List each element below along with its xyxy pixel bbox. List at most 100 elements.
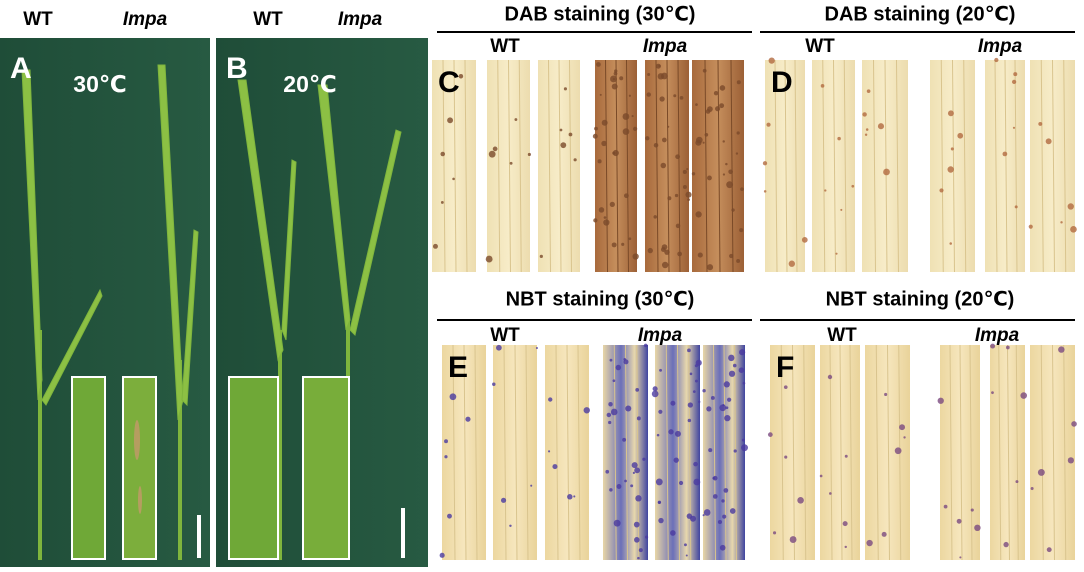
leaf-vein [723, 344, 727, 561]
stain-spot [603, 216, 607, 219]
stain-spot [844, 454, 848, 458]
stain-spot [1003, 541, 1009, 548]
leaf-vein [1040, 344, 1044, 561]
stain-spot [721, 499, 725, 503]
stain-spot [741, 438, 745, 442]
stain-spot [703, 509, 711, 516]
stain-spot [609, 488, 613, 492]
stain-spot [715, 106, 721, 112]
panel-title: DAB staining (30℃) [505, 3, 696, 25]
stain-spot [527, 152, 531, 157]
stain-spot [613, 519, 621, 527]
genotype-label: WT [827, 325, 857, 346]
stain-spot [1030, 487, 1034, 491]
stain-spot [725, 406, 729, 410]
stain-spot [630, 484, 634, 488]
stain-spot [1038, 121, 1043, 126]
panel-title: NBT staining (20℃) [826, 288, 1015, 310]
stain-spot [994, 57, 999, 63]
leaf-vein [626, 59, 629, 273]
stain-spot [658, 517, 664, 524]
leaf-vein [464, 59, 468, 273]
stain-spot [702, 68, 707, 73]
stain-spot [612, 151, 616, 155]
stain-spot [696, 136, 703, 144]
stain-spot [675, 154, 681, 160]
stain-spot [695, 359, 702, 366]
leaf-group [432, 57, 1077, 561]
stain-spot [610, 75, 618, 83]
stain-spot [736, 80, 741, 85]
genotype-label: WT [23, 9, 53, 30]
stain-spot [667, 196, 672, 201]
stain-spot [762, 161, 768, 166]
stain-spot [608, 420, 612, 425]
stain-spot [705, 109, 711, 114]
lesion [134, 420, 142, 514]
stain-spot [990, 343, 996, 349]
stain-spot [440, 151, 446, 157]
stain-spot [613, 71, 618, 76]
stain-spot [739, 349, 746, 356]
stain-spot [622, 113, 630, 120]
stain-spot [842, 521, 848, 527]
leaf-vein [463, 344, 467, 561]
stain-spot [605, 469, 610, 474]
stain-spot [660, 72, 668, 80]
stain-spot [866, 539, 873, 547]
stain-spot [653, 215, 658, 219]
stain-spot [635, 388, 640, 392]
genotype-label: Impa [123, 9, 168, 30]
leaf-vein [1040, 59, 1044, 273]
stain-spot [837, 136, 841, 141]
stain-spot [452, 177, 455, 181]
stain-spot [632, 253, 639, 260]
leaf-vein [843, 59, 847, 273]
stain-spot [693, 478, 701, 486]
stain-spot [687, 418, 692, 423]
stain-spot [742, 381, 746, 385]
stain-spot [615, 364, 622, 371]
leaf-vein [963, 59, 967, 273]
stain-spot [634, 467, 641, 474]
stain-spot [712, 476, 716, 480]
stain-spot [738, 367, 745, 373]
leaf-vein [873, 59, 876, 273]
stain-spot [706, 264, 714, 271]
leaf-vein [566, 344, 570, 561]
stain-spot [735, 152, 739, 155]
leaf-vein [497, 59, 501, 273]
leaf-vein [780, 344, 784, 561]
stain-spot [719, 103, 725, 109]
stain-spot [686, 513, 693, 519]
stain-spot [702, 141, 705, 144]
stain-spot [763, 190, 767, 193]
stain-spot [937, 397, 944, 404]
stain-spot [702, 514, 705, 517]
stain-spot [727, 397, 732, 402]
stain-spot [670, 530, 676, 536]
stain-spot [726, 181, 734, 189]
stain-spot [719, 404, 727, 412]
stain-spot [903, 436, 906, 439]
stain-spot [660, 247, 666, 252]
stain-spot [687, 348, 691, 353]
stain-spot [819, 474, 823, 478]
stain-spot [633, 126, 638, 131]
stain-spot [447, 513, 452, 519]
stain-spot [530, 484, 533, 487]
stain-spot [606, 412, 612, 418]
stain-spot [719, 544, 726, 551]
stain-spot [670, 400, 676, 406]
leaf-vein [1015, 344, 1019, 561]
stain-spot [601, 140, 607, 147]
leaf-vein [677, 59, 681, 273]
stain-spot [444, 439, 448, 444]
stain-spot [674, 430, 681, 437]
stain-spot [601, 119, 608, 126]
stain-spot [496, 344, 502, 351]
stain-spot [1014, 205, 1018, 209]
stain-spot [728, 370, 736, 377]
stain-spot [1046, 547, 1052, 553]
stain-spot [687, 402, 694, 408]
